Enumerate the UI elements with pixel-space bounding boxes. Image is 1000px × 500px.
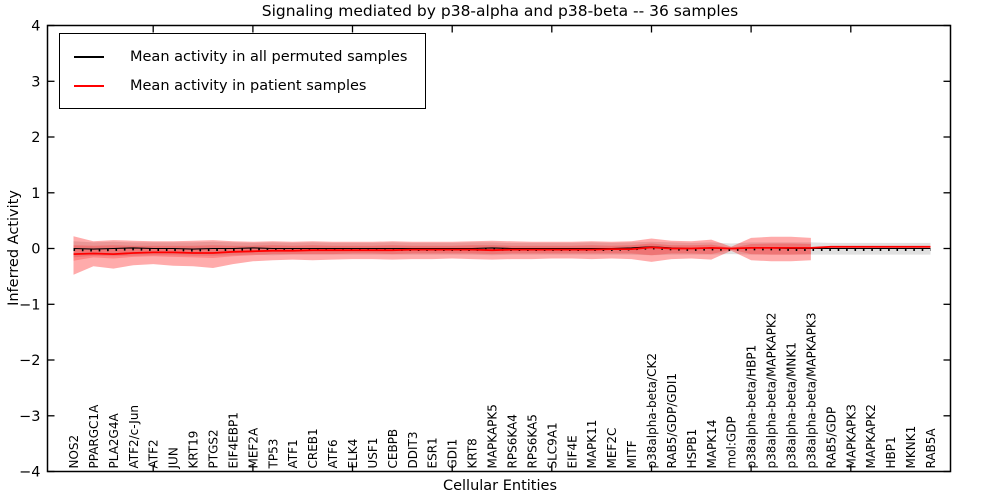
y-tick-label: −2 — [19, 353, 40, 369]
x-tick-label: MAPK11 — [585, 420, 599, 469]
y-tick-label: 3 — [31, 74, 40, 90]
x-tick-label: ELK4 — [346, 439, 360, 469]
x-tick-label: MEF2A — [246, 427, 260, 468]
x-tick-label: RPS6KA5 — [525, 414, 539, 468]
x-tick-label: JUN — [167, 447, 181, 469]
x-tick-label: ATF2 — [147, 439, 161, 468]
x-tick-label: HBP1 — [884, 436, 898, 468]
y-tick-label: −4 — [19, 465, 40, 481]
x-tick-label: PPARGC1A — [87, 404, 101, 469]
x-tick-label: MKNK1 — [904, 426, 918, 469]
x-tick-label: ESR1 — [426, 437, 440, 468]
patient-line-swatch-icon — [74, 84, 104, 87]
x-tick-label: RAB5/GDP/GDI1 — [665, 373, 679, 469]
x-tick-label: KRT19 — [187, 431, 201, 469]
y-tick-label: 4 — [31, 19, 40, 35]
legend-label-patient: Mean activity in patient samples — [130, 77, 367, 94]
x-tick-label: CREB1 — [306, 428, 320, 468]
x-tick-label: RPS6KA4 — [506, 414, 520, 468]
x-tick-label: p38alpha-beta/MNK1 — [785, 342, 799, 468]
x-tick-label: MAPKAPK5 — [486, 404, 500, 468]
legend: Mean activity in all permuted samples Me… — [59, 33, 427, 109]
x-tick-label: CEBPB — [386, 429, 400, 469]
legend-label-permuted: Mean activity in all permuted samples — [130, 48, 408, 65]
x-tick-label: DDIT3 — [406, 432, 420, 469]
y-tick-label: −1 — [19, 297, 40, 313]
x-tick-label: NOS2 — [67, 435, 81, 469]
x-tick-label: HSPB1 — [685, 429, 699, 469]
x-tick-label: PLA2G4A — [107, 413, 121, 469]
y-tick-label: 0 — [31, 242, 40, 258]
legend-item-permuted: Mean activity in all permuted samples — [74, 42, 407, 71]
x-tick-label: p38alpha-beta/MAPKAPK2 — [765, 313, 779, 469]
x-tick-label: MAPKAPK2 — [864, 404, 878, 468]
x-tick-label: USF1 — [366, 438, 380, 469]
x-tick-label: p38alpha-beta/HBP1 — [745, 345, 759, 469]
x-tick-label: RAB5/GDP — [824, 407, 838, 469]
x-tick-label: MITF — [625, 440, 639, 468]
patient-mean-line — [73, 245, 931, 256]
x-tick-label: GDI1 — [446, 439, 460, 469]
x-tick-label: mol:GDP — [725, 416, 739, 468]
x-tick-label: MAPK14 — [705, 420, 719, 469]
x-tick-label: SLC9A1 — [545, 422, 559, 468]
y-tick-label: 1 — [31, 186, 40, 202]
x-tick-label: ATF1 — [286, 439, 300, 468]
x-tick-label: KRT8 — [466, 438, 480, 468]
y-tick-label: −3 — [19, 409, 40, 425]
legend-item-patient: Mean activity in patient samples — [74, 71, 407, 100]
y-axis-label: Inferred Activity — [6, 190, 22, 306]
x-axis-label: Cellular Entities — [442, 478, 558, 494]
y-tick-label: 2 — [31, 130, 40, 146]
x-tick-label: ATF6 — [326, 439, 340, 468]
permuted-line-swatch-icon — [74, 55, 104, 58]
x-tick-label: TP53 — [266, 439, 280, 470]
x-tick-label: p38alpha-beta/CK2 — [645, 353, 659, 468]
x-tick-label: ATF2/c-Jun — [127, 405, 141, 469]
x-tick-label: PTGS2 — [207, 429, 221, 468]
x-tick-label: p38alpha-beta/MAPKAPK3 — [804, 313, 818, 469]
x-tick-label: MAPKAPK3 — [844, 404, 858, 468]
chart-title: Signaling mediated by p38-alpha and p38-… — [261, 2, 739, 20]
x-tick-label: EIF4E — [565, 435, 579, 468]
x-tick-label: MEF2C — [605, 428, 619, 469]
x-tick-label: EIF4EBP1 — [226, 412, 240, 468]
x-tick-label: RAB5A — [924, 428, 938, 469]
band-patient-samples-outer-range — [73, 236, 811, 275]
